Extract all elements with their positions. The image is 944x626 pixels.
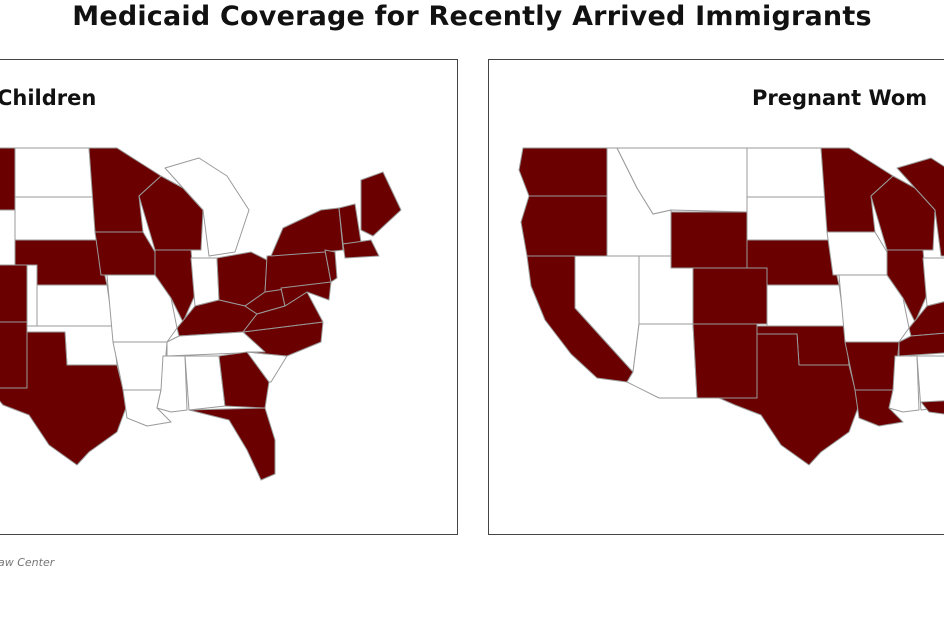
children-map <box>0 147 402 481</box>
state-georgia <box>218 351 270 409</box>
state-indiana <box>190 257 220 307</box>
state-virginia <box>242 291 324 333</box>
source-note: aw Center <box>0 556 55 569</box>
state-colorado <box>692 267 768 325</box>
state-arizona <box>626 323 698 399</box>
state-alabama <box>916 355 944 411</box>
state-florida-edge <box>920 400 944 415</box>
state-new-mexico <box>692 323 758 399</box>
state-new-jersey <box>324 249 338 283</box>
state-massachusetts <box>342 239 380 259</box>
state-new-mexico-edge <box>0 321 28 389</box>
state-colorado-region <box>0 264 28 323</box>
state-arkansas <box>112 341 168 391</box>
state-south-dakota <box>746 196 830 241</box>
state-iowa <box>94 231 156 276</box>
state-wyoming <box>670 211 748 269</box>
state-maine <box>360 171 402 237</box>
children-panel-title: Children <box>0 86 97 110</box>
page-title: Medicaid Coverage for Recently Arrived I… <box>72 1 872 32</box>
state-indiana <box>922 257 944 307</box>
state-new-york <box>270 207 344 257</box>
state-florida <box>188 407 276 481</box>
state-kansas <box>36 284 114 327</box>
pregnant-women-map-panel: Pregnant Wom <box>488 59 944 535</box>
state-nebraska <box>14 239 108 286</box>
state-maryland <box>280 281 332 307</box>
state-oregon <box>520 195 608 257</box>
state-texas <box>718 333 860 466</box>
pregnant-women-map <box>518 147 944 466</box>
state-alabama <box>184 355 226 411</box>
state-montana-west <box>0 147 16 211</box>
state-michigan <box>164 157 250 257</box>
state-vermont-nh <box>338 203 362 245</box>
state-north-dakota <box>14 147 94 198</box>
state-iowa <box>826 231 888 276</box>
state-washington <box>518 147 608 197</box>
state-kansas <box>766 284 846 327</box>
children-map-panel: Children <box>0 59 458 535</box>
state-colorado-edge <box>0 209 16 266</box>
state-arkansas <box>844 341 900 391</box>
state-michigan <box>896 157 944 257</box>
state-south-dakota <box>14 196 98 241</box>
state-texas <box>0 331 128 466</box>
state-tennessee <box>898 332 944 357</box>
state-north-dakota <box>746 147 826 198</box>
pregnant-panel-title: Pregnant Wom <box>752 86 928 110</box>
